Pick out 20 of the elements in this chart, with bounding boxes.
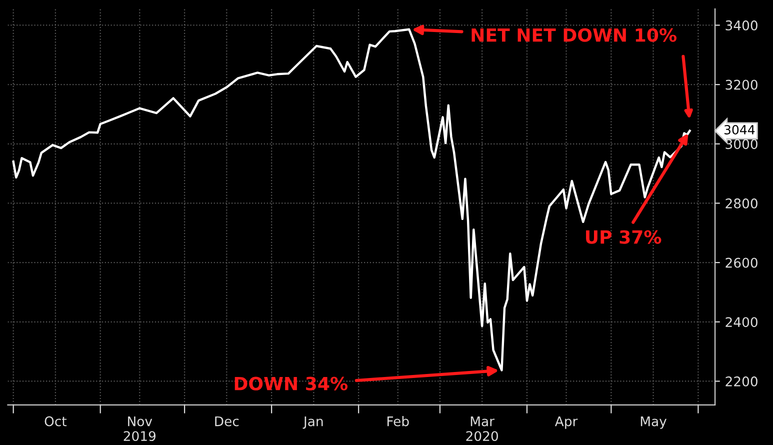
x-tick-label: Nov 2019 — [124, 416, 156, 442]
y-tick-label: 2800 — [726, 198, 758, 208]
y-tick-label: 3200 — [726, 80, 758, 90]
x-tick-label: Mar 2020 — [466, 416, 498, 442]
y-tick-label: 3400 — [726, 20, 758, 30]
annotation: DOWN 34% — [234, 376, 348, 390]
annotation: UP 37% — [586, 230, 662, 244]
annotation: NET NET DOWN 10% — [472, 28, 676, 42]
x-tick-label: Oct — [44, 416, 67, 426]
x-tick-label: May — [640, 416, 667, 429]
x-tick-label: Dec — [215, 416, 239, 426]
x-tick-label: Apr — [554, 416, 578, 429]
line-series — [12, 28, 691, 372]
annotation: 3044 — [724, 125, 755, 134]
x-tick-label: Jan — [302, 416, 323, 429]
y-tick-label: 3000 — [726, 139, 758, 150]
y-tick-label: 2200 — [726, 376, 758, 386]
y-tick-label: 2600 — [726, 258, 758, 268]
y-tick-label: 2400 — [726, 317, 758, 328]
x-tick-label: Feb — [387, 416, 409, 426]
